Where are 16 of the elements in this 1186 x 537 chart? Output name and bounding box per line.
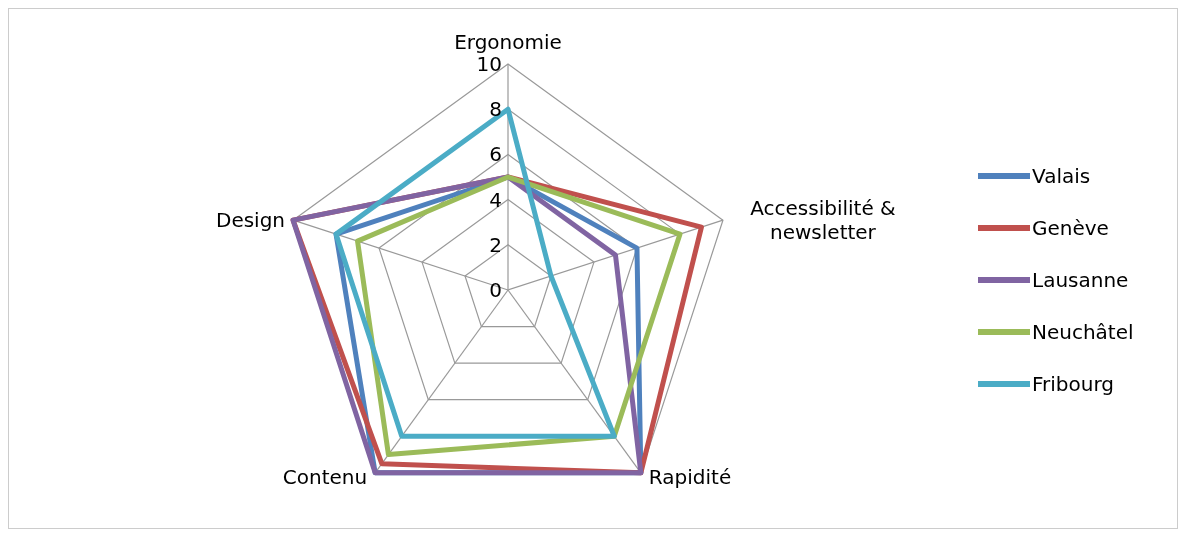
legend-label: Neuchâtel [1032,320,1134,344]
y-tick-label: 10 [476,52,502,76]
legend-label: Lausanne [1032,268,1129,292]
spoke-label: Design [216,208,286,233]
legend-label: Genève [1032,216,1109,240]
y-tick-label: 8 [489,97,502,122]
spoke-label: Accessibilité & newsletter [750,196,896,245]
spoke-label: Rapidité [648,464,732,489]
spoke-label: Contenu [282,464,368,489]
y-tick-label: 2 [489,232,502,257]
legend-label: Valais [1032,164,1091,188]
legend-label: Fribourg [1032,372,1115,396]
y-tick-label: 0 [489,278,502,302]
y-tick-label: 6 [489,142,502,167]
spoke-label: Ergonomie [454,30,562,54]
y-tick-label: 4 [489,187,502,212]
